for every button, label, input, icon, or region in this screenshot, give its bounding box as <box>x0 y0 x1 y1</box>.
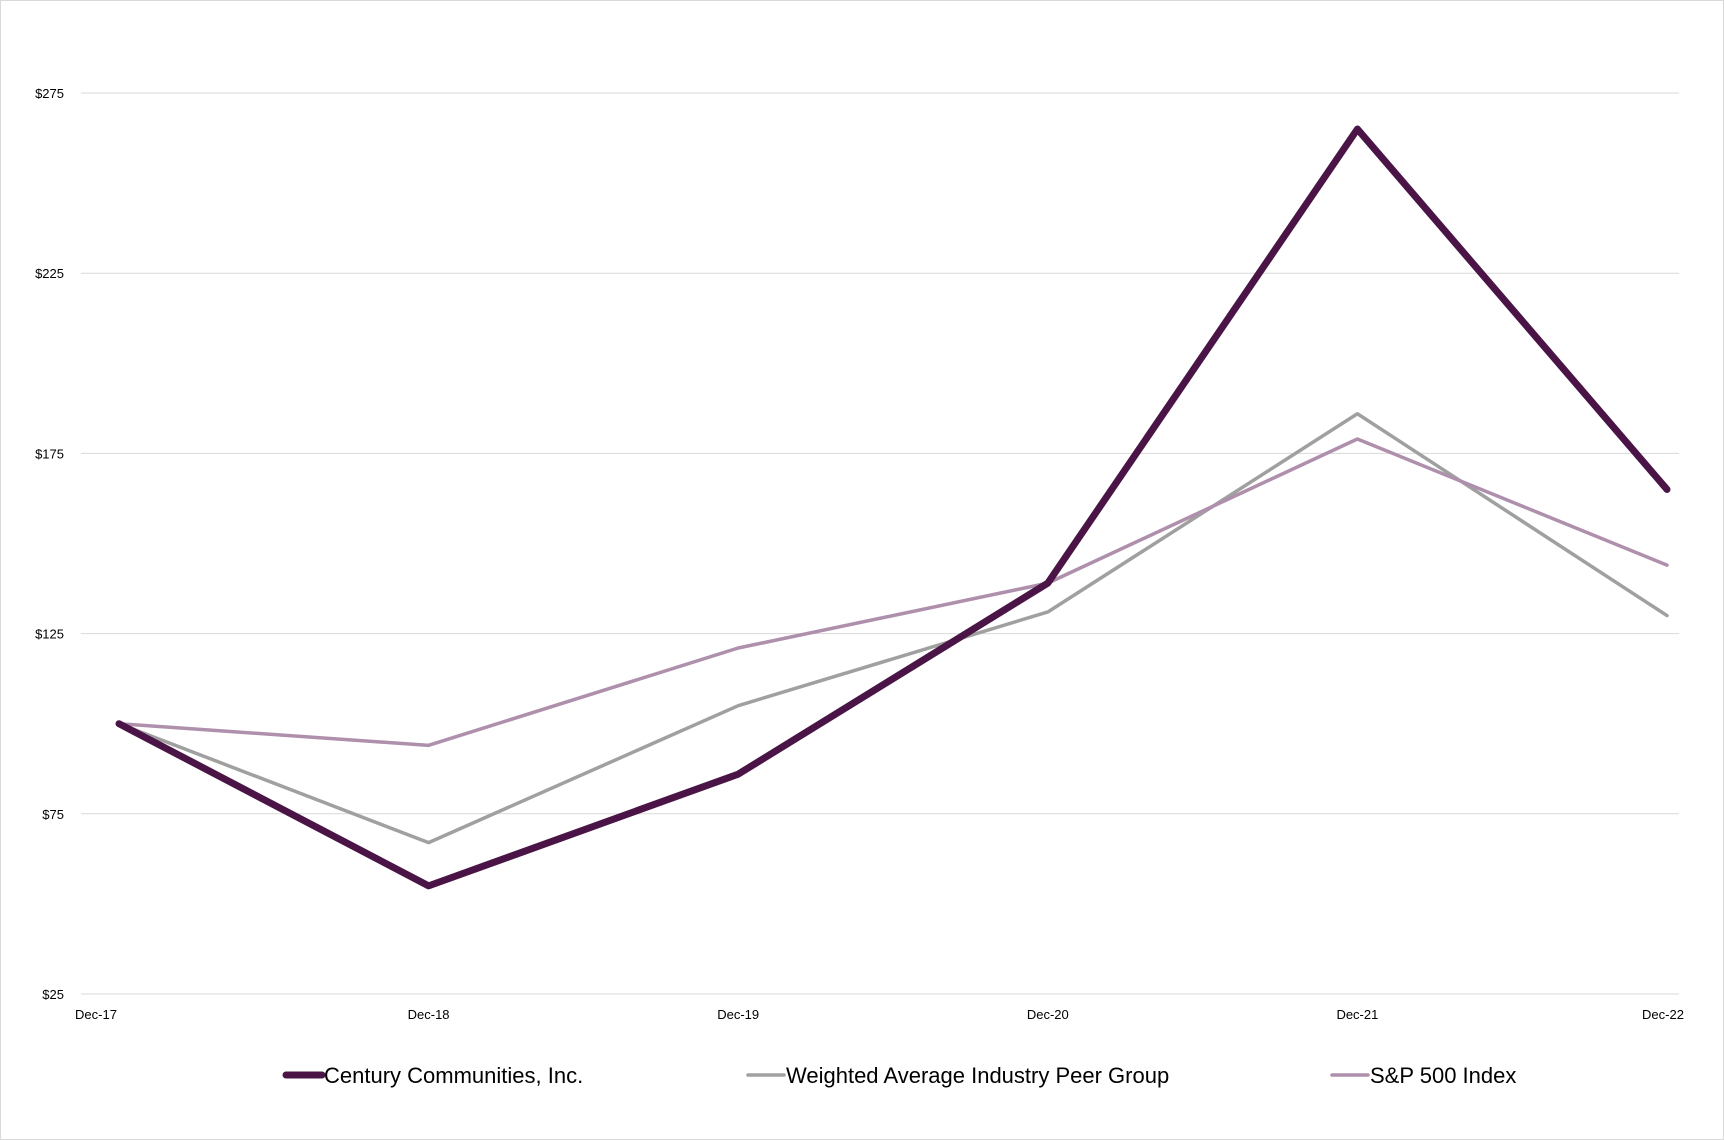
series-line-1 <box>117 412 1669 845</box>
x-axis-ticks: Dec-17 Dec-18 Dec-19 Dec-20 Dec-21 Dec-22 <box>75 1007 1684 1022</box>
legend-label: S&P 500 Index <box>1370 1063 1516 1088</box>
x-tick-label: Dec-17 <box>75 1007 117 1022</box>
y-tick-label: $25 <box>42 987 64 1002</box>
legend-label: Century Communities, Inc. <box>324 1063 583 1088</box>
x-tick-label: Dec-21 <box>1336 1007 1378 1022</box>
legend-label: Weighted Average Industry Peer Group <box>786 1063 1169 1088</box>
y-tick-label: $225 <box>35 266 64 281</box>
x-tick-label: Dec-22 <box>1642 1007 1684 1022</box>
y-tick-label: $75 <box>42 807 64 822</box>
y-tick-label: $275 <box>35 86 64 101</box>
legend: Century Communities, Inc. Weighted Averag… <box>282 1063 1516 1088</box>
y-tick-label: $125 <box>35 627 64 642</box>
grid <box>81 92 1679 815</box>
y-tick-label: $175 <box>35 446 64 461</box>
x-tick-label: Dec-20 <box>1027 1007 1069 1022</box>
series-line-0 <box>115 125 1671 890</box>
x-tick-label: Dec-18 <box>408 1007 450 1022</box>
x-tick-label: Dec-19 <box>717 1007 759 1022</box>
series-lines <box>115 125 1671 890</box>
y-axis-ticks: $25 $75 $125 $175 $225 $275 <box>35 86 64 1002</box>
series-line-2 <box>117 437 1669 748</box>
